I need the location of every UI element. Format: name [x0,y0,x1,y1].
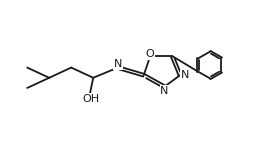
Text: OH: OH [83,94,100,104]
Text: O: O [146,49,154,59]
Text: N: N [114,59,122,69]
Text: N: N [160,86,169,96]
Text: N: N [181,70,189,80]
